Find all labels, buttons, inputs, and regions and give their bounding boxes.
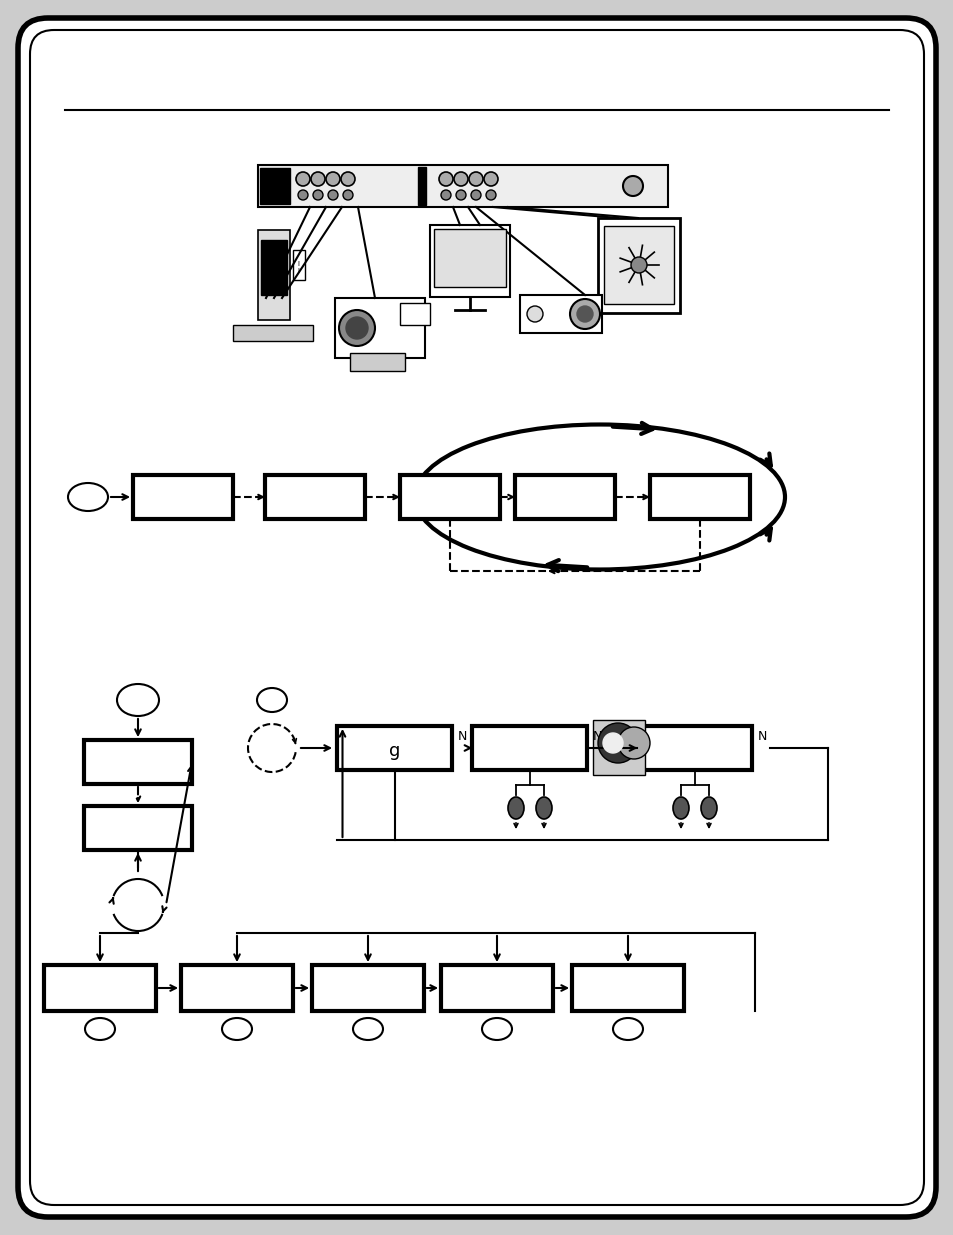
FancyBboxPatch shape xyxy=(519,295,601,333)
FancyBboxPatch shape xyxy=(18,19,935,1216)
Ellipse shape xyxy=(256,688,287,713)
FancyBboxPatch shape xyxy=(265,475,365,519)
FancyBboxPatch shape xyxy=(181,965,293,1011)
Ellipse shape xyxy=(85,1018,115,1040)
FancyBboxPatch shape xyxy=(603,226,673,304)
Circle shape xyxy=(630,257,646,273)
Circle shape xyxy=(471,190,480,200)
Circle shape xyxy=(485,190,496,200)
FancyBboxPatch shape xyxy=(472,726,587,769)
Text: N: N xyxy=(757,730,766,743)
Circle shape xyxy=(338,310,375,346)
FancyBboxPatch shape xyxy=(572,965,683,1011)
FancyBboxPatch shape xyxy=(637,726,752,769)
FancyBboxPatch shape xyxy=(233,325,313,341)
FancyBboxPatch shape xyxy=(399,303,430,325)
FancyBboxPatch shape xyxy=(440,965,553,1011)
Circle shape xyxy=(456,190,465,200)
Circle shape xyxy=(469,172,482,186)
Ellipse shape xyxy=(481,1018,512,1040)
Text: N: N xyxy=(457,730,466,743)
Circle shape xyxy=(328,190,337,200)
Circle shape xyxy=(618,727,649,760)
FancyBboxPatch shape xyxy=(598,219,679,312)
FancyBboxPatch shape xyxy=(44,965,156,1011)
FancyBboxPatch shape xyxy=(593,720,644,776)
Ellipse shape xyxy=(353,1018,382,1040)
Circle shape xyxy=(313,190,323,200)
Circle shape xyxy=(602,734,622,753)
FancyBboxPatch shape xyxy=(335,298,424,358)
Ellipse shape xyxy=(672,797,688,819)
FancyBboxPatch shape xyxy=(434,228,505,287)
Ellipse shape xyxy=(117,684,159,716)
Circle shape xyxy=(438,172,453,186)
Circle shape xyxy=(454,172,468,186)
FancyBboxPatch shape xyxy=(260,168,290,204)
FancyBboxPatch shape xyxy=(257,165,667,207)
FancyBboxPatch shape xyxy=(515,475,615,519)
Text: g: g xyxy=(389,742,400,760)
Ellipse shape xyxy=(613,1018,642,1040)
Circle shape xyxy=(577,306,593,322)
FancyBboxPatch shape xyxy=(399,475,499,519)
Circle shape xyxy=(569,299,599,329)
Text: N: N xyxy=(592,730,601,743)
Ellipse shape xyxy=(700,797,717,819)
Circle shape xyxy=(598,722,638,763)
Circle shape xyxy=(295,172,310,186)
Ellipse shape xyxy=(507,797,523,819)
Circle shape xyxy=(622,177,642,196)
FancyBboxPatch shape xyxy=(312,965,423,1011)
Circle shape xyxy=(340,172,355,186)
FancyBboxPatch shape xyxy=(649,475,749,519)
Circle shape xyxy=(526,306,542,322)
FancyBboxPatch shape xyxy=(84,740,192,784)
FancyBboxPatch shape xyxy=(84,806,192,850)
FancyBboxPatch shape xyxy=(337,726,452,769)
Circle shape xyxy=(440,190,451,200)
FancyBboxPatch shape xyxy=(293,249,305,280)
FancyBboxPatch shape xyxy=(430,225,510,296)
Circle shape xyxy=(346,317,368,338)
Ellipse shape xyxy=(222,1018,252,1040)
Circle shape xyxy=(326,172,339,186)
Ellipse shape xyxy=(536,797,552,819)
Circle shape xyxy=(343,190,353,200)
Circle shape xyxy=(311,172,325,186)
FancyBboxPatch shape xyxy=(257,230,290,320)
Circle shape xyxy=(297,190,308,200)
Ellipse shape xyxy=(68,483,108,511)
FancyBboxPatch shape xyxy=(417,167,426,205)
FancyBboxPatch shape xyxy=(261,240,287,295)
FancyBboxPatch shape xyxy=(350,353,405,370)
FancyBboxPatch shape xyxy=(132,475,233,519)
Circle shape xyxy=(483,172,497,186)
Text: I
I: I I xyxy=(296,261,298,273)
